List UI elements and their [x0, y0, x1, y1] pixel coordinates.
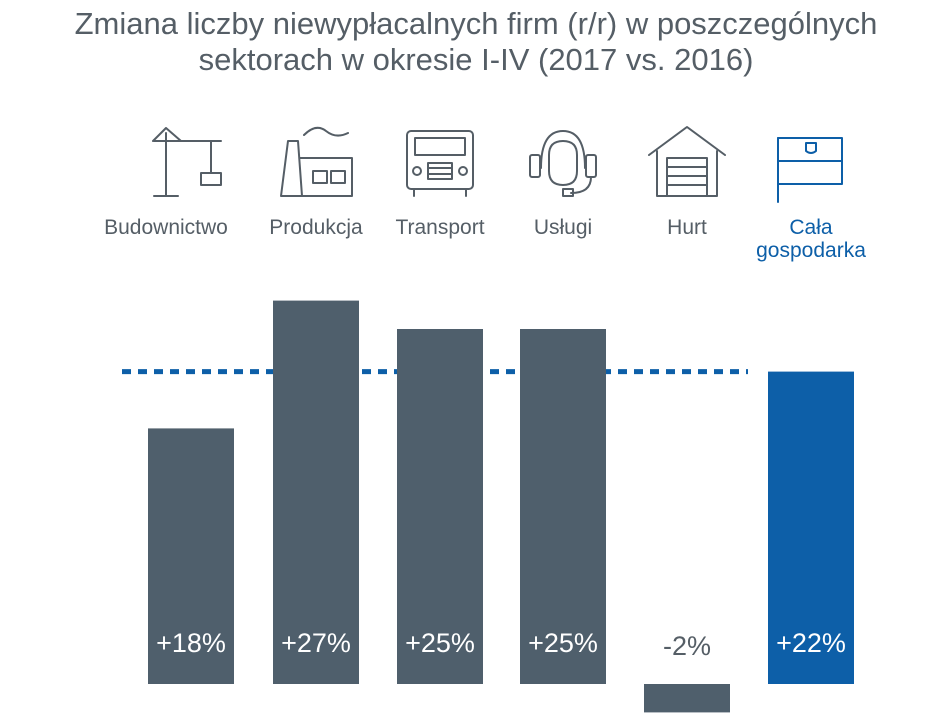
flag-icon: [777, 137, 843, 203]
value-label-1: +27%: [281, 628, 351, 658]
bar-0: [148, 428, 234, 684]
headset-icon: [529, 130, 597, 197]
value-label-4: -2%: [663, 631, 711, 661]
chart-title: Zmiana liczby niewypłacalnych firm (r/r)…: [0, 6, 952, 78]
category-label-1: Produkcja: [269, 216, 363, 239]
value-label-2: +25%: [405, 628, 475, 658]
category-label-2: Transport: [395, 216, 484, 239]
value-labels: +18% +27% +25% +25% -2% +22%: [156, 628, 846, 661]
bar-2: [397, 329, 483, 684]
category-label-5-0: Cała: [789, 216, 833, 239]
value-label-3: +25%: [528, 628, 598, 658]
chart-title-line-2: sektorach w okresie I-IV (2017 vs. 2016): [198, 42, 754, 77]
value-label-5: +22%: [776, 628, 846, 658]
category-label-4: Hurt: [667, 216, 707, 239]
crane-icon: [152, 127, 222, 197]
category-labels: Budownictwo Produkcja Transport Usługi Hurt C…: [104, 216, 866, 262]
category-label-3: Usługi: [534, 216, 592, 239]
factory-icon: [280, 126, 353, 197]
sector-icons: [152, 126, 843, 203]
truck-icon: [406, 130, 474, 197]
bar-4: [644, 684, 730, 713]
bar-5: [768, 371, 854, 684]
category-label-5-1: gospodarka: [756, 239, 866, 262]
bars: [148, 300, 854, 713]
chart-title-line-1: Zmiana liczby niewypłacalnych firm (r/r)…: [74, 6, 878, 41]
bar-1: [273, 300, 359, 684]
warehouse-icon: [648, 126, 726, 197]
category-label-0: Budownictwo: [104, 216, 228, 239]
bar-3: [520, 329, 606, 684]
value-label-0: +18%: [156, 628, 226, 658]
